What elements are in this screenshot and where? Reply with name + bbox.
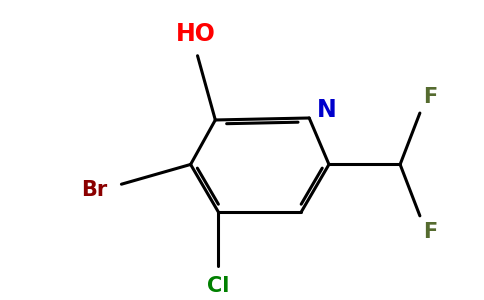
Text: Br: Br [81, 180, 107, 200]
Text: N: N [317, 98, 337, 122]
Text: F: F [423, 222, 437, 242]
Text: Cl: Cl [207, 276, 229, 296]
Text: F: F [423, 87, 437, 107]
Text: HO: HO [176, 22, 215, 46]
